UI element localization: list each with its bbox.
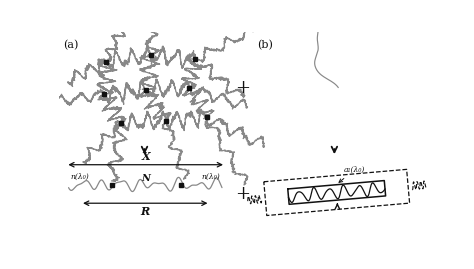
Text: +: + (236, 185, 250, 203)
Text: a₁(λ₀): a₁(λ₀) (339, 166, 365, 182)
Text: +: + (236, 79, 250, 97)
Text: (b): (b) (257, 40, 273, 50)
Text: (a): (a) (63, 40, 79, 50)
Text: X: X (141, 151, 150, 162)
Text: n(λ₀): n(λ₀) (202, 173, 220, 181)
Text: N: N (141, 174, 150, 183)
Text: n(λ₀): n(λ₀) (70, 173, 89, 181)
Text: R: R (141, 206, 150, 217)
